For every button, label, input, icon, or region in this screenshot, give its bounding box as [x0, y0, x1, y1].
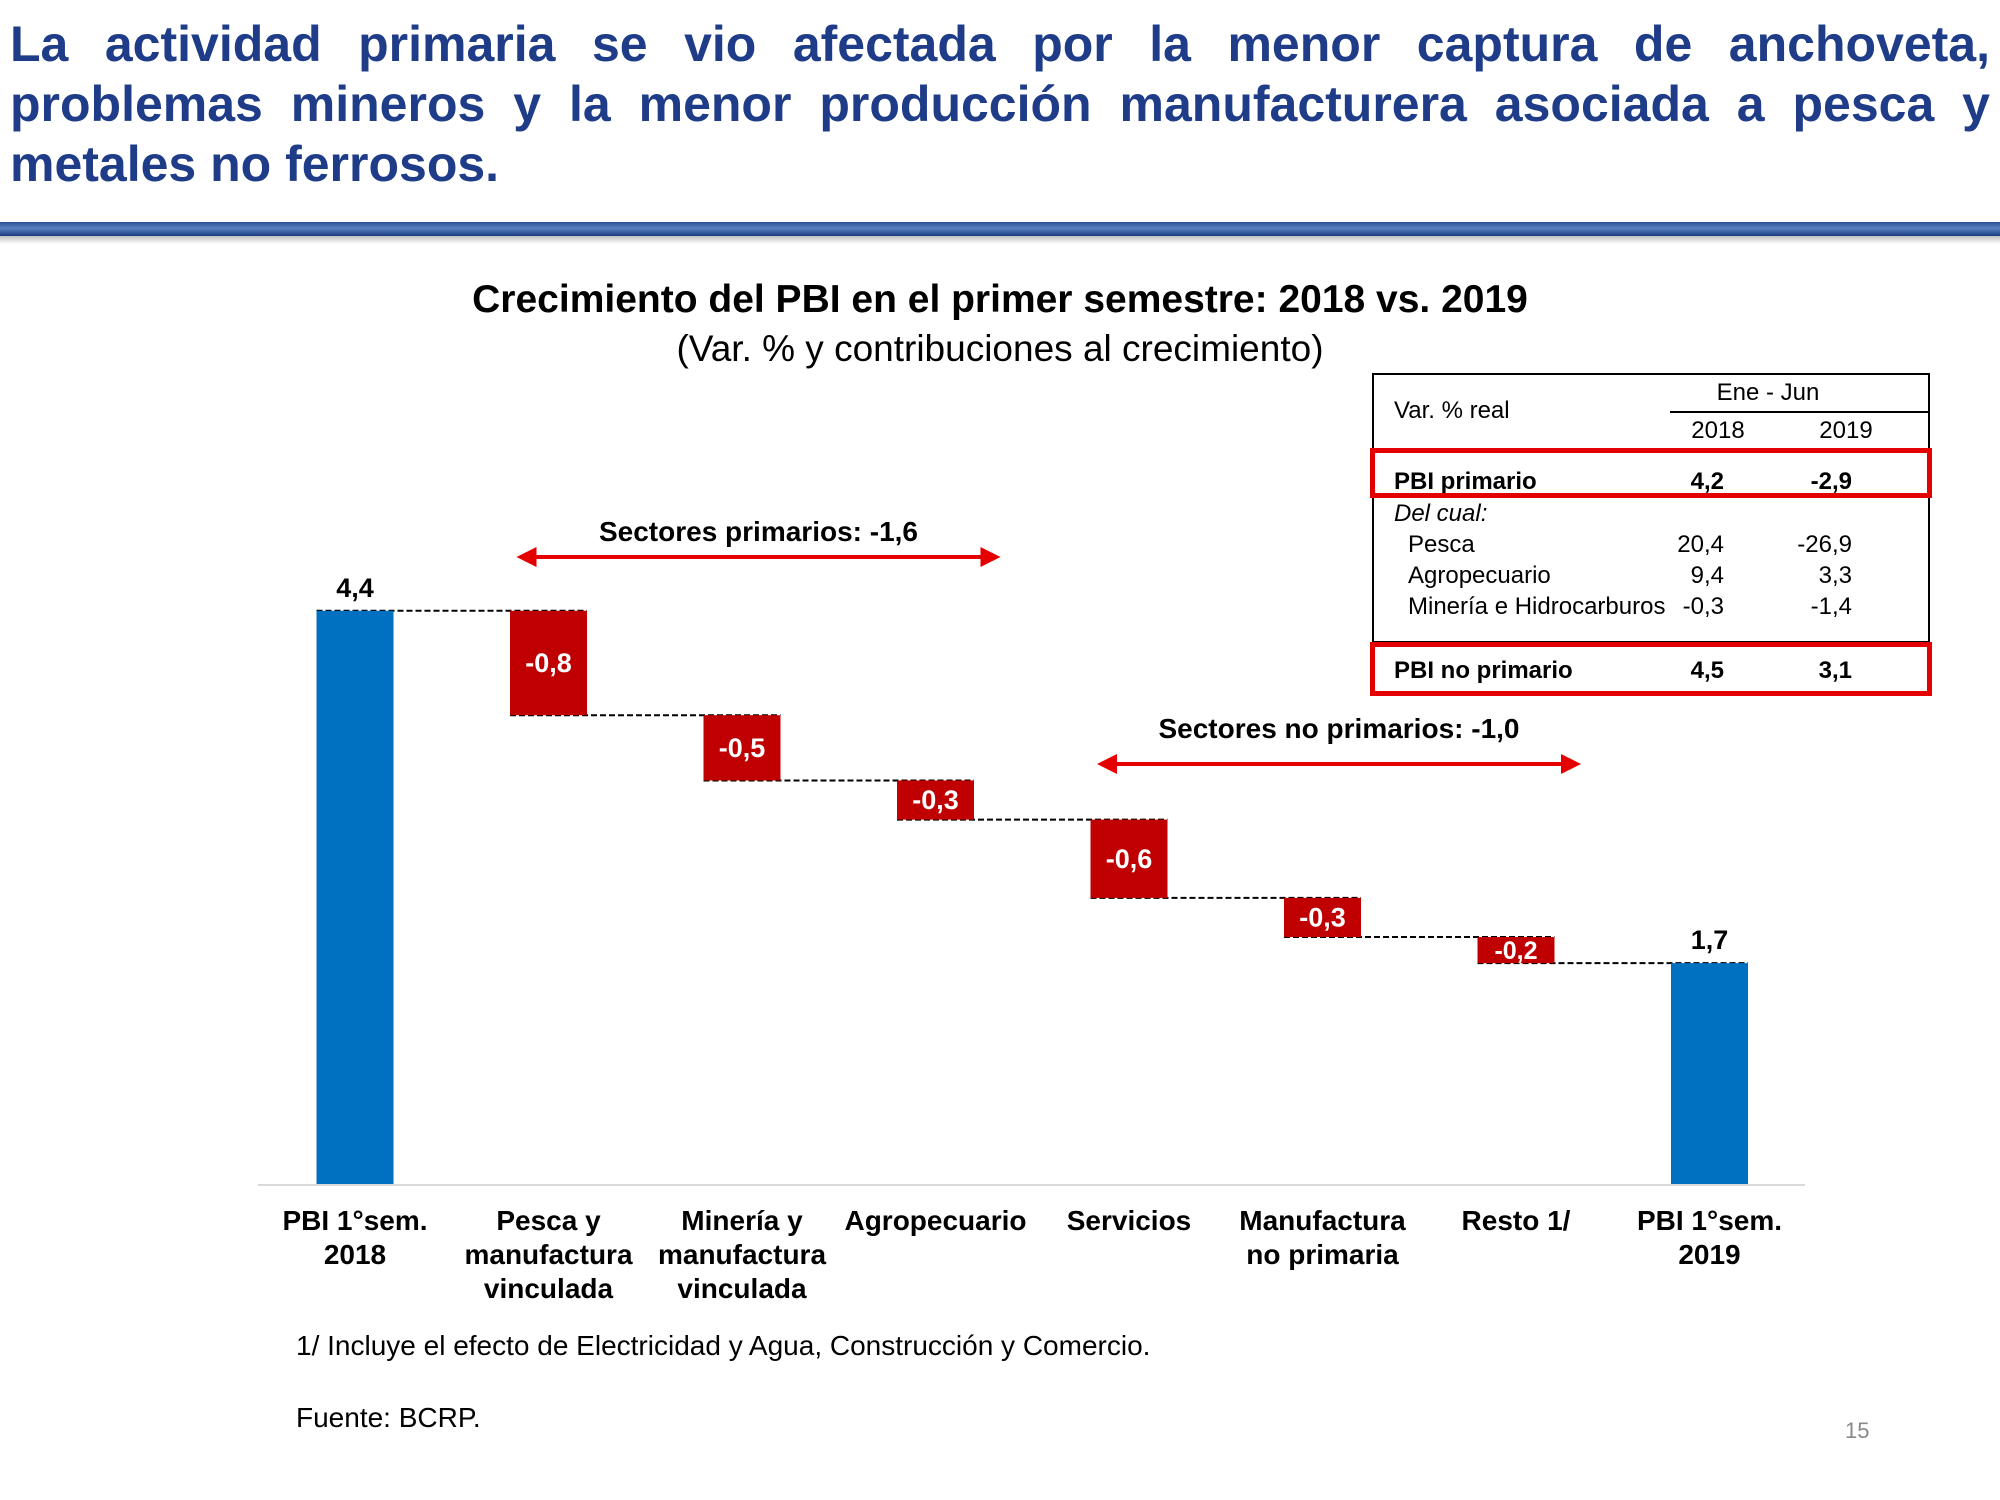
category-label: manufactura	[658, 1239, 826, 1270]
total-bar	[1671, 963, 1748, 1185]
inset-row-2019: 3,1	[1818, 657, 1852, 684]
chart-title: Crecimiento del PBI en el primer semestr…	[472, 278, 1528, 321]
highlight-pbi-no-primario	[1370, 642, 1932, 696]
category-label: PBI 1°sem.	[1637, 1205, 1782, 1236]
inset-row-2019: -1,4	[1810, 593, 1852, 620]
category-label: manufactura	[464, 1239, 632, 1270]
inset-row-label: Minería e Hidrocarburos	[1408, 593, 1666, 620]
headline: La actividad primaria se vio afectada po…	[10, 16, 1990, 192]
delta-bar	[1477, 937, 1555, 964]
delta-bar	[1284, 897, 1361, 938]
value-label: -0,6	[1106, 844, 1153, 874]
category-label: Manufactura	[1239, 1205, 1406, 1236]
category-label: vinculada	[677, 1273, 807, 1304]
inset-row-label: Pesca	[1408, 531, 1475, 558]
delta-bar	[1090, 819, 1168, 898]
inset-row-2018: 4,5	[1690, 657, 1724, 684]
inset-year-2019: 2019	[1819, 417, 1873, 444]
category-label: Resto 1/	[1462, 1205, 1571, 1236]
inset-row-2018: -0,3	[1682, 593, 1724, 620]
inset-row-2018: 9,4	[1690, 562, 1724, 589]
group-label: Sectores primarios: -1,6	[599, 516, 918, 547]
inset-row-label: PBI primario	[1394, 468, 1537, 495]
value-label: -0,3	[912, 785, 959, 815]
value-label: 4,4	[336, 573, 374, 603]
chart-subtitle: (Var. % y contribuciones al crecimiento)	[676, 328, 1324, 369]
inset-row-2019: -2,9	[1810, 468, 1852, 495]
inset-period: Ene - Jun	[1716, 379, 1820, 406]
category-label: vinculada	[484, 1273, 614, 1304]
inset-row-2019: -26,9	[1797, 531, 1852, 558]
inset-header-label: Var. % real	[1394, 397, 1510, 424]
inset-row-2018: 4,2	[1690, 468, 1724, 495]
value-label: -0,8	[525, 648, 572, 678]
inset-row-label: Del cual:	[1394, 500, 1488, 527]
delta-bar	[510, 610, 587, 716]
category-label: no primaria	[1246, 1239, 1399, 1270]
footnote: 1/ Incluye el efecto de Electricidad y A…	[296, 1330, 1151, 1361]
value-label: -0,2	[1494, 937, 1537, 965]
highlight-pbi-primario	[1370, 448, 1932, 498]
category-label: 2018	[324, 1239, 386, 1270]
inset-row-label: Agropecuario	[1408, 562, 1551, 589]
title-divider	[0, 222, 2000, 236]
inset-period-rule	[1670, 411, 1928, 413]
group-label: Sectores no primarios: -1,0	[1158, 713, 1519, 744]
inset-row-2019: 3,3	[1818, 562, 1852, 589]
category-label: Minería y	[681, 1205, 803, 1236]
inset-year-2018: 2018	[1691, 417, 1745, 444]
value-label: -0,5	[719, 733, 766, 763]
value-label: -0,3	[1299, 902, 1346, 932]
page-number: 15	[1845, 1418, 1870, 1443]
title-divider-shadow	[0, 236, 2000, 244]
value-label: 1,7	[1691, 925, 1729, 955]
category-label: Pesca y	[496, 1205, 601, 1236]
category-label: Servicios	[1067, 1205, 1192, 1236]
category-label: 2019	[1678, 1239, 1740, 1270]
total-bar	[316, 610, 394, 1185]
inset-row-label: PBI no primario	[1394, 657, 1573, 684]
delta-bar	[897, 780, 974, 820]
delta-bar	[703, 715, 781, 781]
inset-row-2018: 20,4	[1677, 531, 1724, 558]
source-note: Fuente: BCRP.	[296, 1402, 481, 1433]
category-label: Agropecuario	[844, 1205, 1026, 1236]
category-label: PBI 1°sem.	[282, 1205, 427, 1236]
